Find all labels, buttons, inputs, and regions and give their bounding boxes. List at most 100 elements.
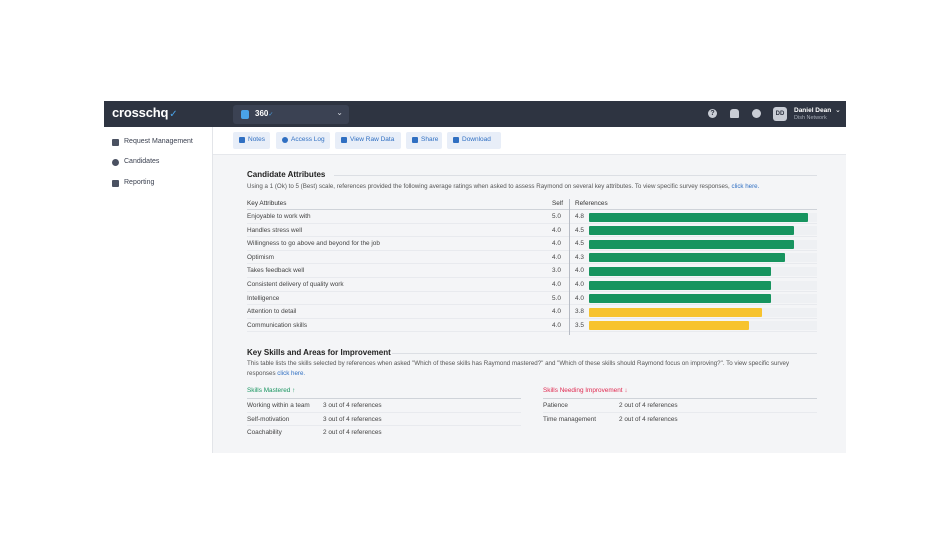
attribute-name: Communication skills (247, 321, 308, 329)
score-bar-track (589, 212, 817, 222)
attribute-row: Attention to detail 4.0 3.8 (247, 305, 817, 319)
attribute-self-score: 4.0 (552, 226, 561, 234)
attribute-reference-score: 3.8 (575, 308, 584, 316)
attribute-name: Willingness to go above and beyond for t… (247, 240, 380, 248)
attribute-self-score: 3.0 (552, 267, 561, 275)
skill-reference-count: 3 out of 4 references (323, 415, 382, 423)
sidebar: Request Management Candidates Reporting (104, 127, 213, 453)
skill-row: Working within a team 3 out of 4 referenc… (247, 399, 521, 413)
key-skills-title: Key Skills and Areas for Improvement (247, 348, 391, 357)
download-button[interactable]: Download (447, 132, 501, 149)
header-divider (247, 209, 817, 210)
mastered-divider (247, 398, 521, 399)
notes-icon (239, 137, 245, 143)
bell-icon[interactable] (730, 109, 739, 118)
score-bar (589, 294, 772, 304)
top-bar: crosschq✓ 360✓ ⌄ ? DD Daniel Dean Dish N… (104, 101, 846, 127)
logo-text: crosschq (112, 105, 169, 120)
attribute-reference-score: 4.5 (575, 240, 584, 248)
score-bar (589, 266, 772, 276)
user-name[interactable]: Daniel Dean (794, 107, 832, 114)
attribute-row: Takes feedback well 3.0 4.0 (247, 264, 817, 278)
attribute-row: Communication skills 4.0 3.5 (247, 319, 817, 333)
score-bar (589, 212, 808, 222)
app-window: crosschq✓ 360✓ ⌄ ? DD Daniel Dean Dish N… (104, 101, 846, 453)
skill-name: Self-motivation (247, 415, 290, 423)
attribute-name: Optimism (247, 253, 274, 261)
score-bar (589, 239, 795, 249)
score-bar-track (589, 226, 817, 236)
notes-button[interactable]: Notes (233, 132, 270, 149)
attribute-name: Attention to detail (247, 308, 297, 316)
attribute-name: Consistent delivery of quality work (247, 281, 344, 288)
skill-reference-count: 2 out of 4 references (619, 402, 678, 409)
attribute-reference-score: 4.0 (575, 281, 584, 288)
module-label: 360✓ (255, 109, 274, 118)
divider (392, 353, 817, 354)
clipboard-icon (112, 139, 119, 146)
view-raw-data-button[interactable]: View Raw Data (335, 132, 401, 149)
help-icon[interactable]: ? (708, 109, 717, 118)
attribute-row: Enjoyable to work with 5.0 4.8 (247, 210, 817, 224)
candidate-attributes-title: Candidate Attributes (247, 170, 326, 179)
skill-row: Self-motivation 3 out of 4 references (247, 413, 521, 426)
score-bar-track (589, 280, 817, 290)
column-separator (569, 199, 570, 335)
clock-icon (282, 137, 288, 143)
score-bar (589, 226, 795, 236)
score-bar-track (589, 266, 817, 276)
attribute-reference-score: 3.5 (575, 321, 584, 329)
attribute-reference-score: 4.5 (575, 226, 584, 234)
score-bar-track (589, 307, 817, 317)
share-icon (412, 137, 418, 143)
attribute-self-score: 4.0 (552, 281, 561, 288)
skills-click-here-link[interactable]: click here. (277, 370, 306, 377)
attribute-self-score: 5.0 (552, 213, 561, 220)
score-bar (589, 280, 772, 290)
attributes-description: Using a 1 (Ok) to 5 (Best) scale, refere… (247, 183, 760, 190)
attribute-name: Handles stress well (247, 226, 303, 234)
module-icon (241, 110, 249, 119)
skill-reference-count: 2 out of 4 references (619, 415, 678, 423)
attributes-click-here-link[interactable]: click here. (731, 183, 760, 190)
attribute-self-score: 4.0 (552, 308, 561, 316)
attribute-row: Willingness to go above and beyond for t… (247, 237, 817, 251)
arrow-down-icon: ↓ (624, 387, 628, 394)
score-bar-track (589, 294, 817, 304)
download-icon (453, 137, 459, 143)
person-icon (112, 159, 119, 166)
divider (334, 175, 817, 176)
user-menu-chevron-icon[interactable]: ⌄ (835, 107, 841, 114)
improve-divider (543, 398, 817, 399)
attribute-reference-score: 4.3 (575, 253, 584, 261)
skill-name: Coachability (247, 429, 282, 436)
attribute-self-score: 4.0 (552, 321, 561, 329)
avatar[interactable]: DD (773, 107, 787, 121)
attribute-row: Optimism 4.0 4.3 (247, 251, 817, 265)
score-bar-track (589, 321, 817, 331)
skill-name: Patience (543, 402, 568, 409)
score-bar (589, 307, 763, 317)
skill-name: Time management (543, 415, 597, 423)
skill-row: Coachability 2 out of 4 references (247, 426, 521, 440)
skill-row: Time management 2 out of 4 references (543, 413, 817, 427)
gear-icon[interactable] (752, 109, 761, 118)
logo[interactable]: crosschq✓ (112, 105, 178, 120)
attribute-name: Takes feedback well (247, 267, 305, 275)
share-button[interactable]: Share (406, 132, 442, 149)
attribute-name: Enjoyable to work with (247, 213, 311, 220)
skill-reference-count: 2 out of 4 references (323, 429, 382, 436)
attribute-row: Consistent delivery of quality work 4.0 4.… (247, 278, 817, 292)
sidebar-item-label: Candidates (124, 158, 160, 165)
attribute-self-score: 4.0 (552, 240, 561, 248)
skills-improvement-heading: Skills Needing Improvement ↓ (543, 387, 628, 394)
access-log-button[interactable]: Access Log (276, 132, 330, 149)
attribute-self-score: 5.0 (552, 294, 561, 302)
toolbar: Notes Access Log View Raw Data Share Dow… (213, 127, 846, 155)
sidebar-item-label: Reporting (124, 179, 155, 186)
chevron-down-icon: ⌄ (336, 108, 343, 117)
skill-reference-count: 3 out of 4 references (323, 402, 382, 409)
attribute-reference-score: 4.0 (575, 294, 584, 302)
attribute-name: Intelligence (247, 294, 280, 302)
module-select[interactable]: 360✓ ⌄ (233, 105, 349, 124)
